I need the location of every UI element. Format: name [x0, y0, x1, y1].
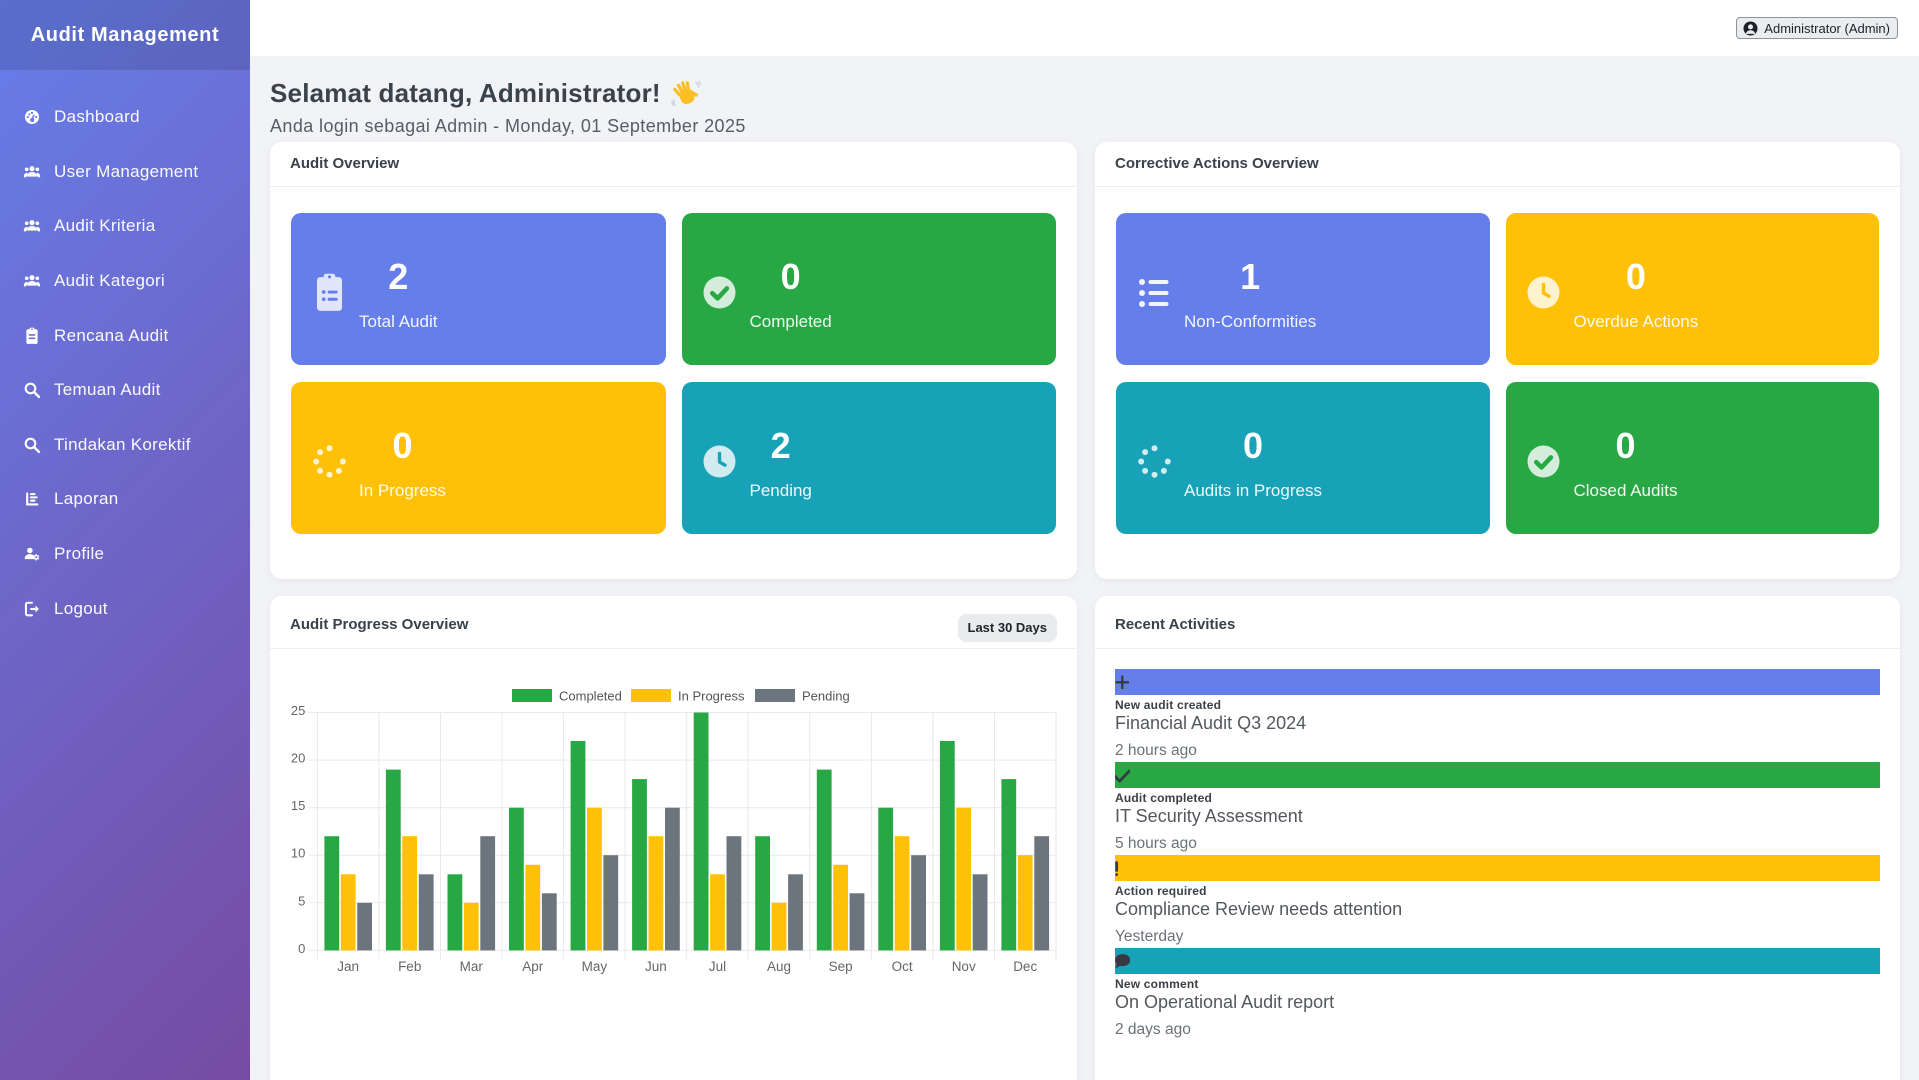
- svg-text:May: May: [582, 959, 608, 974]
- svg-text:Jun: Jun: [645, 959, 667, 974]
- svg-text:Nov: Nov: [952, 959, 976, 974]
- svg-text:In Progress: In Progress: [678, 689, 745, 704]
- svg-text:Oct: Oct: [892, 959, 913, 974]
- svg-text:Completed: Completed: [559, 689, 622, 704]
- svg-text:5: 5: [298, 893, 305, 908]
- svg-text:Pending: Pending: [802, 689, 850, 704]
- svg-text:Dec: Dec: [1013, 959, 1037, 974]
- svg-text:Mar: Mar: [460, 959, 484, 974]
- svg-text:20: 20: [291, 751, 305, 766]
- svg-text:Feb: Feb: [398, 959, 421, 974]
- svg-text:Jan: Jan: [337, 959, 359, 974]
- svg-text:0: 0: [298, 941, 305, 956]
- svg-text:Apr: Apr: [522, 959, 544, 974]
- svg-text:Sep: Sep: [829, 959, 853, 974]
- svg-text:Jul: Jul: [709, 959, 726, 974]
- svg-text:Aug: Aug: [767, 959, 791, 974]
- svg-text:25: 25: [291, 703, 305, 718]
- svg-text:10: 10: [291, 846, 305, 861]
- svg-text:15: 15: [291, 798, 305, 813]
